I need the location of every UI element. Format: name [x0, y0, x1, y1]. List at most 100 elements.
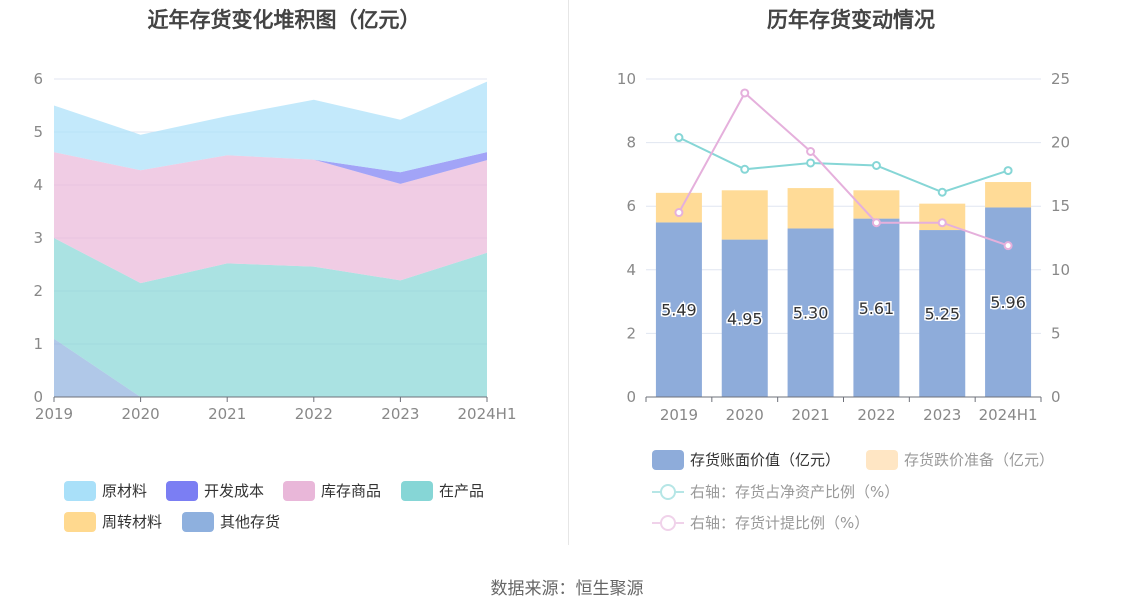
x-tick-label: 2020 [122, 405, 160, 423]
line-point [937, 218, 947, 228]
legend-item-other-inventory[interactable]: 其他存货 [182, 511, 280, 532]
y-tick-label: 4 [626, 261, 636, 279]
legend-label: 原材料 [102, 482, 148, 500]
data-source-note: 数据来源：恒生聚源 [490, 579, 644, 599]
line-point [806, 158, 816, 168]
y-tick-label: 0 [33, 388, 43, 406]
bar-value-label: 4.95 [727, 309, 763, 328]
legend-swatch [866, 449, 898, 470]
panel-divider [568, 0, 569, 545]
y-tick-label: 3 [33, 229, 43, 247]
legend-item-dev-cost[interactable]: 开发成本 [166, 480, 264, 501]
legend-label: 其他存货 [220, 513, 281, 531]
legend-item-provision-ratio[interactable]: 右轴：存货计提比例（%） [652, 512, 869, 533]
legend-item-impairment[interactable]: 存货跌价准备（亿元） [866, 449, 1054, 470]
line-series [678, 136, 1009, 194]
legend-line-marker [652, 482, 684, 502]
x-tick-label: 2024H1 [458, 405, 517, 423]
legend-item-book-value[interactable]: 存货账面价值（亿元） [652, 449, 840, 470]
legend-swatch [182, 511, 214, 532]
legend-label: 存货账面价值（亿元） [690, 451, 841, 469]
bar [985, 207, 1032, 397]
y2-tick-label: 5 [1051, 324, 1061, 342]
bar-value-label: 5.49 [661, 301, 697, 320]
legend-item-inventory-ratio[interactable]: 右轴：存货占净资产比例（%） [652, 481, 899, 502]
y-tick-label: 4 [33, 176, 43, 194]
y-tick-label: 5 [33, 123, 43, 141]
line-point [740, 164, 750, 174]
x-tick-label: 2021 [791, 406, 829, 424]
area-series [54, 152, 487, 184]
bar [853, 218, 900, 397]
y2-tick-label: 20 [1051, 134, 1070, 152]
legend-item-turnover-material[interactable]: 周转材料 [64, 511, 162, 532]
line-point [674, 208, 684, 218]
bar-value-label: 5.96 [990, 293, 1026, 312]
x-tick-label: 2019 [660, 406, 698, 424]
x-tick-label: 2021 [208, 405, 246, 423]
legend-label: 在产品 [439, 482, 485, 500]
bar [919, 230, 966, 397]
line-point [871, 218, 881, 228]
y-tick-label: 2 [33, 282, 43, 300]
area-series [54, 81, 487, 173]
right-chart-title: 历年存货变动情况 [767, 8, 935, 32]
legend-swatch [64, 511, 96, 532]
legend-label: 开发成本 [204, 482, 265, 500]
y-tick-label: 8 [626, 134, 636, 152]
bar [853, 190, 900, 219]
x-tick-label: 2023 [923, 406, 961, 424]
legend-swatch [652, 449, 684, 470]
bar [787, 228, 834, 397]
legend-label: 右轴：存货计提比例（%） [690, 514, 870, 532]
line-point [806, 147, 816, 157]
line-point [1003, 166, 1013, 176]
x-tick-label: 2023 [381, 405, 419, 423]
line-point [1003, 241, 1013, 251]
bar [655, 222, 702, 397]
y2-tick-label: 15 [1051, 197, 1070, 215]
x-tick-label: 2024H1 [979, 406, 1038, 424]
y-tick-label: 6 [626, 197, 636, 215]
area-series [54, 152, 487, 284]
bar [787, 188, 834, 229]
legend-item-wip[interactable]: 在产品 [401, 480, 484, 501]
legend-label: 周转材料 [102, 513, 163, 531]
legend-label: 右轴：存货占净资产比例（%） [690, 483, 900, 501]
legend-line-marker [652, 513, 684, 533]
y-tick-label: 0 [626, 388, 636, 406]
x-tick-label: 2019 [35, 405, 73, 423]
y-tick-label: 6 [33, 70, 43, 88]
y2-tick-label: 0 [1051, 388, 1061, 406]
legend-swatch [283, 480, 315, 501]
x-tick-label: 2022 [295, 405, 333, 423]
legend-label: 库存商品 [321, 482, 382, 500]
y-tick-label: 2 [626, 324, 636, 342]
legend-item-finished-goods[interactable]: 库存商品 [283, 480, 381, 501]
legend-item-raw-material[interactable]: 原材料 [64, 480, 147, 501]
line-point [871, 160, 881, 170]
bar [985, 182, 1032, 208]
legend-swatch [64, 480, 96, 501]
x-tick-label: 2022 [857, 406, 895, 424]
line-series [678, 91, 1009, 247]
bar [721, 239, 768, 397]
bar-value-label: 5.25 [924, 305, 960, 324]
y-tick-label: 10 [617, 70, 636, 88]
area-series [54, 238, 487, 397]
bar [655, 192, 702, 223]
bar [721, 190, 768, 240]
y2-tick-label: 25 [1051, 70, 1070, 88]
bar-value-label: 5.30 [793, 304, 829, 323]
y2-tick-label: 10 [1051, 261, 1070, 279]
line-point [674, 133, 684, 143]
line-point [937, 187, 947, 197]
left-chart-title: 近年存货变化堆积图（亿元） [147, 8, 421, 32]
legend-label: 存货跌价准备（亿元） [904, 451, 1055, 469]
y-tick-label: 1 [33, 335, 43, 353]
legend-swatch [401, 480, 433, 501]
legend-swatch [166, 480, 198, 501]
x-tick-label: 2020 [726, 406, 764, 424]
area-series [54, 338, 487, 397]
